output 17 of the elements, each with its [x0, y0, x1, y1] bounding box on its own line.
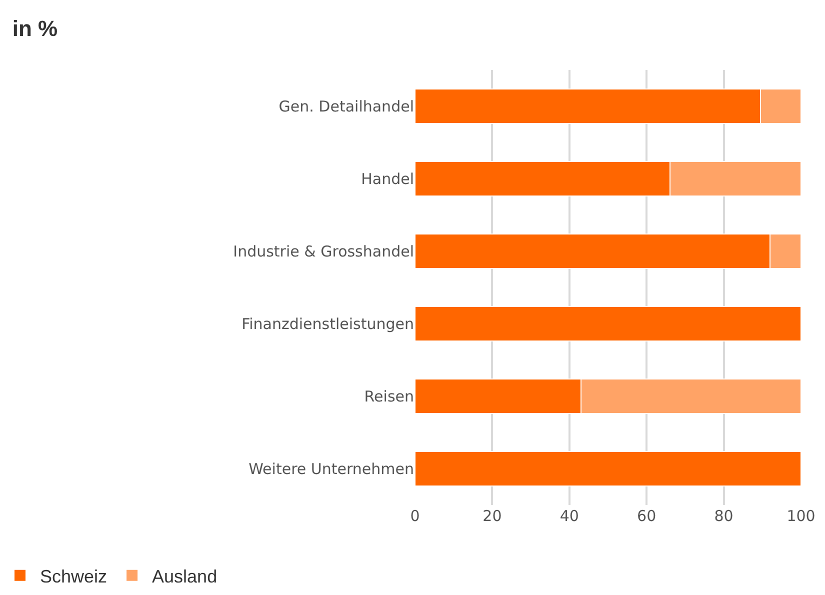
text: in % — [12, 16, 58, 42]
x-tick-label: 100 — [786, 507, 816, 525]
x-tick-label: 60 — [637, 507, 656, 525]
bar — [415, 450, 801, 487]
x-tick-label: 20 — [482, 507, 502, 525]
y-tick-label: Handel — [361, 170, 414, 188]
y-tick-label: Weitere Unternehmen — [248, 460, 414, 478]
legend-label: Schweiz — [40, 566, 108, 586]
x-tick-label: 80 — [714, 507, 734, 525]
x-tick-label: 40 — [560, 507, 579, 525]
y-tick-label: Industrie & Grosshandel — [233, 242, 414, 260]
y-tick-label: Gen. Detailhandel — [278, 98, 414, 116]
legend-label: Ausland — [152, 566, 218, 586]
y-tick-label: Finanzdienstleistungen — [242, 315, 414, 333]
bar — [415, 306, 801, 342]
y-tick-label: Reisen — [364, 388, 414, 406]
x-tick-label: 0 — [410, 507, 420, 525]
